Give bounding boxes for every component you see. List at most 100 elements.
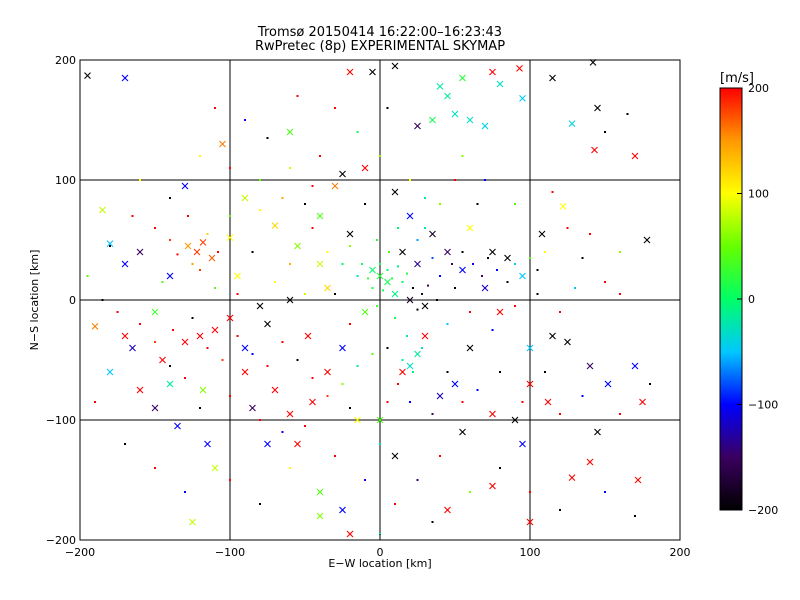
data-point-dot [581, 257, 584, 259]
data-point-dot [481, 275, 483, 277]
data-point-dot [311, 227, 314, 229]
data-point-dot [371, 353, 374, 355]
data-point-dot [649, 383, 651, 385]
data-point-cross [286, 296, 294, 304]
data-point-cross [549, 332, 556, 340]
data-point-cross [199, 239, 207, 246]
data-point-dot [154, 341, 156, 343]
data-point-dot [431, 413, 434, 415]
data-point-dot [217, 251, 219, 253]
data-point-cross [496, 80, 504, 88]
data-point-dot [124, 443, 126, 445]
data-point-dot [514, 203, 516, 205]
data-point-dot [559, 311, 561, 313]
data-point-dot [86, 275, 89, 277]
data-point-cross [226, 234, 234, 241]
data-point-cross [594, 428, 601, 436]
data-point-cross [519, 440, 526, 448]
data-point-dot [199, 407, 201, 409]
data-point-cross [234, 272, 241, 280]
data-point-dot [412, 371, 414, 373]
data-point-dot [326, 251, 329, 253]
data-point-cross [219, 140, 226, 148]
data-point-cross [414, 260, 421, 268]
data-point-cross [459, 428, 466, 436]
data-point-cross [544, 398, 552, 406]
data-point-dot [551, 191, 554, 193]
data-point-cross [391, 188, 399, 196]
data-point-dot [341, 263, 344, 265]
data-point-dot [472, 263, 474, 265]
data-point-cross [241, 368, 249, 376]
data-point-cross [466, 344, 474, 352]
data-point-cross [241, 194, 249, 202]
data-point-dot [397, 265, 399, 268]
data-point-dot [191, 263, 194, 265]
chart-title: Tromsø 20150414 16:22:00–16:23:43 [257, 25, 502, 40]
data-point-cross [121, 260, 129, 268]
data-point-dot [461, 155, 464, 157]
data-point-cross [199, 386, 207, 394]
data-point-cross [399, 368, 406, 376]
data-point-cross [538, 230, 546, 238]
data-point-dot [376, 305, 378, 307]
data-point-dot [394, 503, 396, 505]
data-point-dot [424, 227, 426, 229]
data-point-dot [214, 287, 216, 289]
colorbar-tick-label: −200 [748, 504, 778, 517]
data-point-cross [121, 332, 129, 340]
data-point-dot [409, 179, 411, 181]
data-point-dot [154, 467, 156, 469]
data-point-dot [319, 155, 321, 157]
data-point-dot [484, 179, 486, 181]
data-point-cross [193, 248, 201, 256]
data-point-cross [444, 248, 451, 256]
data-point-cross [406, 296, 414, 304]
data-point-dot [454, 287, 456, 289]
colorbar-label: [m/s] [720, 71, 754, 86]
data-point-dot [101, 299, 104, 301]
data-point-cross [591, 146, 598, 154]
data-point-dot [251, 353, 254, 355]
data-point-dot [574, 287, 576, 289]
data-point-dot [281, 197, 284, 199]
data-point-cross [316, 488, 324, 496]
data-point-cross [136, 386, 144, 394]
data-point-cross [129, 344, 136, 352]
data-point-dot [221, 359, 224, 361]
data-point-dot [289, 467, 291, 469]
data-point-cross [639, 398, 646, 406]
colorbar-tick-label: 200 [748, 82, 769, 95]
data-point-dot [169, 365, 171, 367]
data-point-cross [414, 122, 421, 130]
data-point-dot [154, 227, 156, 229]
data-point-cross [369, 68, 376, 76]
data-point-dot [266, 137, 269, 139]
data-point-cross [316, 512, 324, 520]
data-point-cross [436, 83, 444, 90]
data-point-dot [451, 263, 453, 265]
data-point-dot [397, 227, 399, 229]
data-point-cross [271, 386, 279, 394]
data-point-dot [388, 251, 390, 253]
data-point-dot [259, 503, 261, 505]
data-point-cross [361, 164, 369, 172]
data-point-dot [367, 277, 369, 280]
data-point-dot [259, 179, 261, 181]
data-point-dot [364, 203, 366, 205]
data-point-dot [431, 257, 434, 259]
data-point-dot [412, 287, 414, 289]
data-point-dot [371, 287, 374, 289]
data-point-cross [489, 68, 496, 76]
data-point-dot [236, 335, 239, 337]
data-point-dot [334, 293, 336, 295]
data-point-cross [354, 416, 361, 424]
data-point-cross [391, 452, 399, 460]
data-point-cross [249, 404, 256, 412]
data-point-dot [496, 269, 498, 271]
y-tick-label: 100 [55, 174, 76, 187]
data-point-dot [544, 251, 546, 253]
data-point-dot [394, 317, 396, 319]
y-axis-label: N−S location [km] [28, 250, 41, 351]
data-point-dot [439, 455, 441, 457]
